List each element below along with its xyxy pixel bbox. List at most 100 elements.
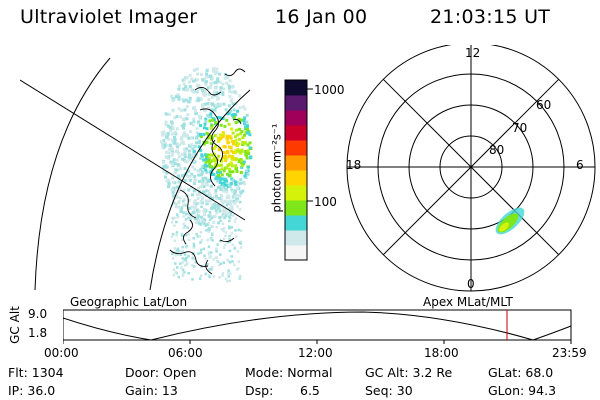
- aurora-pixel: [203, 213, 206, 217]
- aurora-pixel: [207, 251, 211, 254]
- aurora-pixel: [171, 160, 175, 164]
- aurora-pixel: [198, 191, 202, 195]
- aurora-pixel: [218, 116, 222, 120]
- aurora-pixel: [197, 252, 200, 255]
- aurora-pixel: [173, 247, 177, 250]
- aurora-pixel: [188, 174, 192, 178]
- aurora-pixel: [193, 109, 197, 113]
- aurora-pixel: [208, 193, 212, 196]
- aurora-pixel: [195, 193, 199, 197]
- aurora-pixel: [212, 147, 216, 151]
- aurora-pixel: [183, 224, 187, 228]
- aurora-pixel: [225, 74, 229, 78]
- aurora-pixel: [204, 92, 208, 96]
- aurora-pixel: [175, 234, 178, 237]
- aurora-pixel: [187, 136, 191, 140]
- aurora-pixel: [206, 238, 209, 242]
- aurora-pixel: [229, 109, 233, 113]
- aurora-pixel: [248, 156, 252, 160]
- aurora-pixel: [236, 144, 239, 148]
- aurora-pixel: [239, 242, 242, 245]
- aurora-pixel: [197, 214, 200, 218]
- aurora-pixel: [174, 271, 178, 274]
- aurora-pixel: [239, 200, 242, 204]
- aurora-pixel: [210, 173, 214, 176]
- aurora-pixel: [224, 159, 228, 163]
- aurora-pixel: [169, 147, 173, 151]
- aurora-pixel: [186, 174, 190, 178]
- aurora-pixel: [195, 232, 198, 236]
- aurora-pixel: [169, 145, 173, 149]
- aurora-pixel: [201, 78, 205, 82]
- aurora-pixel: [205, 182, 208, 185]
- aurora-pixel: [184, 233, 188, 237]
- gc-altitude: GC Alt: 3.2 Re: [365, 365, 453, 380]
- aurora-pixel: [234, 235, 238, 238]
- aurora-pixel: [225, 214, 228, 218]
- aurora-pixel: [227, 104, 231, 108]
- aurora-pixel: [175, 193, 179, 197]
- aurora-pixel: [227, 272, 230, 275]
- aurora-pixel: [181, 268, 185, 272]
- aurora-pixel: [191, 123, 195, 127]
- aurora-pixel: [221, 82, 225, 86]
- aurora-pixel: [194, 112, 198, 116]
- aurora-pixel: [182, 122, 186, 126]
- aurora-pixel: [190, 121, 193, 125]
- altitude-ymin: 1.8: [28, 326, 48, 340]
- aurora-pixel: [218, 185, 222, 189]
- aurora-pixel: [223, 200, 226, 203]
- altitude-timeline-plot: [63, 309, 572, 344]
- aurora-pixel: [207, 159, 210, 163]
- aurora-pixel: [225, 211, 229, 215]
- aurora-pixel: [205, 229, 208, 232]
- aurora-pixel: [215, 67, 219, 71]
- aurora-pixel: [222, 151, 226, 155]
- aurora-pixel: [161, 146, 165, 150]
- aurora-pixel: [221, 187, 225, 191]
- aurora-pixel: [204, 80, 208, 84]
- aurora-pixel: [192, 244, 196, 248]
- aurora-pixel: [218, 147, 222, 151]
- aurora-pixel: [183, 150, 187, 154]
- aurora-pixel: [183, 117, 187, 121]
- aurora-pixel: [238, 106, 242, 110]
- aurora-pixel: [175, 115, 179, 119]
- aurora-pixel: [212, 220, 216, 224]
- colorbar-stripe: [285, 185, 307, 201]
- aurora-pixel: [206, 102, 209, 106]
- aurora-pixel: [210, 203, 213, 206]
- aurora-pixel: [164, 175, 167, 179]
- aurora-pixel: [217, 174, 220, 177]
- aurora-pixel: [231, 214, 235, 217]
- aurora-pixel: [235, 181, 239, 184]
- aurora-pixel: [229, 182, 233, 186]
- aurora-pixel: [241, 136, 245, 140]
- aurora-pixel: [164, 112, 168, 116]
- aurora-pixel: [203, 254, 206, 258]
- aurora-pixel: [226, 280, 229, 283]
- aurora-pixel: [233, 194, 237, 198]
- aurora-emission-region: [160, 67, 253, 283]
- aurora-pixel: [203, 77, 207, 81]
- aurora-pixel: [173, 135, 176, 139]
- aurora-pixel: [175, 231, 179, 234]
- aurora-pixel: [195, 209, 199, 212]
- aurora-pixel: [180, 137, 184, 141]
- aurora-pixel: [222, 209, 225, 212]
- aurora-pixel: [238, 127, 241, 131]
- aurora-pixel: [181, 140, 185, 144]
- aurora-pixel: [239, 275, 242, 279]
- aurora-pixel: [236, 250, 240, 253]
- aurora-pixel: [184, 264, 187, 267]
- aurora-pixel: [219, 219, 222, 222]
- aurora-pixel: [199, 241, 202, 244]
- aurora-pixel: [222, 206, 226, 210]
- aurora-pixel: [228, 234, 231, 238]
- aurora-pixel: [204, 160, 208, 164]
- aurora-pixel: [243, 127, 247, 131]
- aurora-pixel: [213, 86, 217, 90]
- aurora-pixel: [166, 132, 170, 135]
- aurora-pixel: [218, 209, 222, 213]
- aurora-pixel: [223, 155, 227, 158]
